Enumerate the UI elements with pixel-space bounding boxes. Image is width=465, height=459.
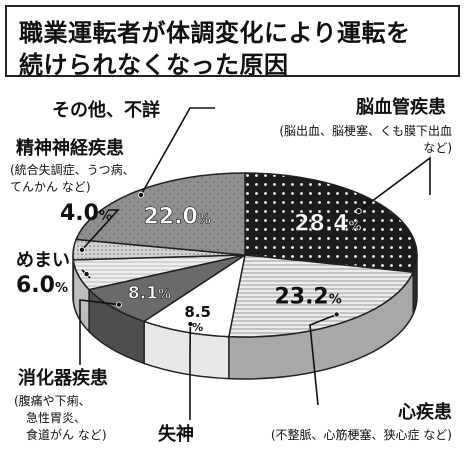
leader-dot-brain	[355, 208, 362, 215]
slice-value-digestive: 8.1%	[128, 284, 171, 304]
slice-value-heart: 23.2%	[274, 285, 341, 310]
label-other: その他、不詳	[52, 99, 160, 121]
leader-dot-heart	[333, 311, 340, 318]
leader-lines	[78, 107, 431, 420]
label-dizziness-name: めまい	[16, 250, 70, 271]
slice-value-brain: 28.4%	[294, 212, 361, 237]
label-digestive-detail-1: (腹痛や下痢、	[14, 393, 91, 408]
leader-other	[140, 107, 215, 196]
label-brain-detail-2: など)	[423, 141, 452, 155]
label-dizziness-value: 6.0%	[16, 273, 68, 298]
slice-value-syncope: 8.5	[184, 303, 211, 321]
label-syncope: 失神	[158, 423, 194, 445]
title-box: 職業運転者が体調変化により運転を 続けられなくなった原因	[5, 5, 460, 79]
label-digestive: 消化器疾患 (腹痛や下痢、 急性胃炎、 食道がん など)	[14, 367, 108, 442]
label-dizziness-number: 6.0	[16, 273, 55, 298]
slice-value-labels: 28.4% 23.2% 8.5% 8.1% 22.0%	[128, 204, 362, 334]
label-syncope-name: 失神	[158, 423, 194, 445]
slice-other	[75, 172, 246, 256]
pie-tops	[72, 172, 418, 338]
leader-dot-dizziness	[83, 271, 90, 278]
slice-syncope	[142, 253, 247, 338]
slice-heart	[227, 254, 415, 338]
label-psych-detail-2: てんかん など)	[10, 180, 91, 194]
label-psych: 精神神経疾患 (統合失調症、うつ病、 てんかん など) 4.0%	[10, 137, 135, 226]
label-other-name: その他、不詳	[52, 99, 160, 121]
label-digestive-detail-3: 食道がん など)	[26, 427, 107, 442]
slice-unit-syncope: %	[192, 321, 203, 334]
label-psych-value: 4.0%	[60, 201, 112, 226]
leader-dot-psych	[78, 246, 85, 253]
chart-title-line-2: 続けられなくなった原因	[19, 51, 289, 79]
chart-title-line-1: 職業運転者が体調変化により運転を	[19, 19, 411, 47]
label-psych-number: 4.0	[60, 201, 99, 226]
label-psych-unit: %	[99, 209, 112, 224]
label-heart: 心疾患 (不整脈、心筋梗塞、狭心症 など)	[271, 401, 452, 442]
label-psych-detail-1: (統合失調症、うつ病、	[10, 162, 135, 177]
label-heart-detail-1: (不整脈、心筋梗塞、狭心症 など)	[271, 427, 452, 442]
leader-dot-syncope	[187, 321, 194, 328]
label-digestive-name: 消化器疾患	[18, 367, 108, 389]
label-brain-detail-1: (脳出血、脳梗塞、くも膜下出血	[279, 123, 452, 138]
label-digestive-detail-2: 急性胃炎、	[26, 410, 86, 425]
slice-brain	[244, 172, 418, 273]
label-brain: 脳血管疾患 (脳出血、脳梗塞、くも膜下出血 など)	[279, 96, 452, 155]
leader-brain	[358, 156, 431, 212]
leader-heart	[309, 313, 337, 406]
label-dizziness: めまい 6.0%	[16, 250, 70, 298]
leader-dot-digestive	[115, 301, 122, 308]
label-dizziness-unit: %	[55, 281, 68, 296]
leader-dot-other	[138, 191, 145, 198]
leader-digestive	[79, 299, 120, 365]
label-brain-name: 脳血管疾患	[356, 96, 446, 118]
leader-psych	[81, 209, 120, 251]
slice-value-other: 22.0%	[143, 204, 210, 229]
label-heart-name: 心疾患	[398, 401, 452, 423]
label-psych-name: 精神神経疾患	[16, 137, 124, 159]
